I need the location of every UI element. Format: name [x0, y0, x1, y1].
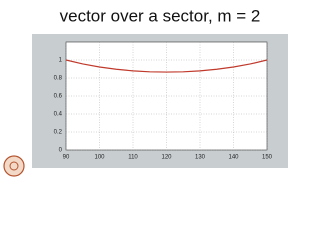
slide: vector over a sector, m = 2 0 0.2 0.4 0.6 0.… [3, 6, 288, 177]
data-line [65, 59, 268, 73]
y-tick-label: 0 [59, 148, 63, 154]
x-tick-label: 150 [262, 155, 273, 161]
logo [3, 155, 25, 177]
y-tick-label: 0.4 [54, 112, 63, 118]
x-tick-label: 120 [161, 155, 172, 161]
page: {"chart_data": {"type": "line", "title":… [3, 6, 288, 177]
x-tick-label: 130 [195, 155, 206, 161]
x-tick-label: 100 [94, 155, 105, 161]
x-tick-label: 140 [228, 155, 239, 161]
y-tick-label: 1 [59, 58, 63, 64]
chart-title: vector over a sector, m = 2 [60, 6, 261, 25]
y-tick-label: 0.6 [54, 94, 63, 100]
x-tick-label: 90 [63, 155, 70, 161]
y-tick-label: 0.8 [54, 76, 63, 82]
x-tick-label: 110 [128, 155, 138, 161]
y-tick-label: 0.2 [54, 130, 63, 136]
